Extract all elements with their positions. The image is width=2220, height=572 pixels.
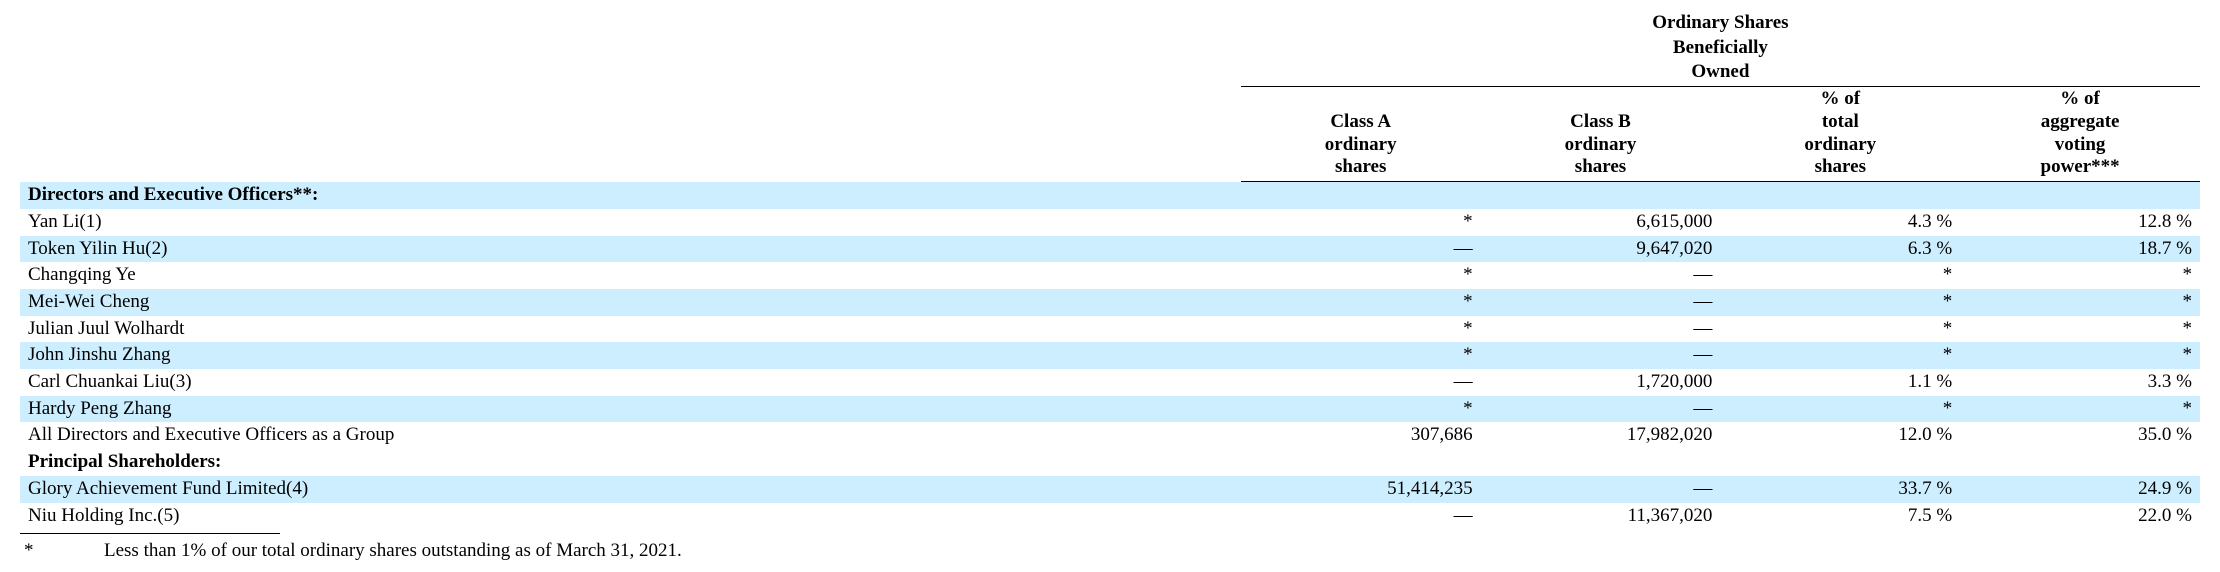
cell-class-b: 6,615,000 <box>1481 209 1721 236</box>
cell-name: Hardy Peng Zhang <box>20 396 1241 423</box>
table-row: Token Yilin Hu(2) — 9,647,020 6.3 % 18.7… <box>20 236 2200 263</box>
col-class-a: Class Aordinaryshares <box>1241 87 1481 182</box>
cell-pct-voting: 18.7 % <box>1960 236 2200 263</box>
cell-pct-total: * <box>1720 316 1960 343</box>
cell-pct-voting: 24.9 % <box>1960 476 2200 503</box>
cell-class-b: 1,720,000 <box>1481 369 1721 396</box>
section-directors: Directors and Executive Officers**: <box>20 182 2200 209</box>
cell-class-a: — <box>1241 369 1481 396</box>
col-pct-total: % oftotalordinaryshares <box>1720 87 1960 182</box>
cell-name: John Jinshu Zhang <box>20 342 1241 369</box>
cell-class-b: 9,647,020 <box>1481 236 1721 263</box>
cell-name: Niu Holding Inc.(5) <box>20 503 1241 530</box>
cell-pct-total: * <box>1720 342 1960 369</box>
cell-name: Yan Li(1) <box>20 209 1241 236</box>
cell-pct-voting: * <box>1960 262 2200 289</box>
cell-pct-voting: 3.3 % <box>1960 369 2200 396</box>
table-row: Carl Chuankai Liu(3) — 1,720,000 1.1 % 3… <box>20 369 2200 396</box>
cell-class-b: 11,367,020 <box>1481 503 1721 530</box>
table-row: Yan Li(1) * 6,615,000 4.3 % 12.8 % <box>20 209 2200 236</box>
cell-name: Mei-Wei Cheng <box>20 289 1241 316</box>
cell-name: All Directors and Executive Officers as … <box>20 422 1241 449</box>
table-row: Hardy Peng Zhang * — * * <box>20 396 2200 423</box>
cell-pct-total: 33.7 % <box>1720 476 1960 503</box>
cell-class-a: * <box>1241 289 1481 316</box>
cell-pct-total: 6.3 % <box>1720 236 1960 263</box>
cell-pct-total: 4.3 % <box>1720 209 1960 236</box>
cell-class-a: * <box>1241 316 1481 343</box>
cell-pct-voting: 12.8 % <box>1960 209 2200 236</box>
col-class-b: Class Bordinaryshares <box>1481 87 1721 182</box>
table-row: Glory Achievement Fund Limited(4) 51,414… <box>20 476 2200 503</box>
spanner-header: Ordinary SharesBeneficiallyOwned <box>1241 10 2200 87</box>
cell-class-a: — <box>1241 503 1481 530</box>
cell-class-b: — <box>1481 342 1721 369</box>
cell-class-a: * <box>1241 342 1481 369</box>
cell-pct-voting: 35.0 % <box>1960 422 2200 449</box>
cell-name: Glory Achievement Fund Limited(4) <box>20 476 1241 503</box>
cell-class-b: — <box>1481 262 1721 289</box>
cell-pct-total: 12.0 % <box>1720 422 1960 449</box>
table-row: Changqing Ye * — * * <box>20 262 2200 289</box>
table-row: Mei-Wei Cheng * — * * <box>20 289 2200 316</box>
table-row: Niu Holding Inc.(5) — 11,367,020 7.5 % 2… <box>20 503 2200 530</box>
cell-pct-total: * <box>1720 262 1960 289</box>
cell-pct-total: 7.5 % <box>1720 503 1960 530</box>
cell-class-b: — <box>1481 289 1721 316</box>
cell-class-b: — <box>1481 316 1721 343</box>
cell-name: Carl Chuankai Liu(3) <box>20 369 1241 396</box>
section-principal: Principal Shareholders: <box>20 449 2200 476</box>
table-row: Julian Juul Wolhardt * — * * <box>20 316 2200 343</box>
cell-pct-voting: * <box>1960 289 2200 316</box>
cell-class-b: — <box>1481 396 1721 423</box>
col-pct-voting: % ofaggregatevotingpower*** <box>1960 87 2200 182</box>
cell-pct-voting: * <box>1960 396 2200 423</box>
table-row: All Directors and Executive Officers as … <box>20 422 2200 449</box>
footnote: * Less than 1% of our total ordinary sha… <box>20 540 2200 562</box>
footnote-text: Less than 1% of our total ordinary share… <box>104 540 682 562</box>
cell-pct-total: * <box>1720 289 1960 316</box>
cell-class-a: 307,686 <box>1241 422 1481 449</box>
cell-class-a: — <box>1241 236 1481 263</box>
cell-pct-total: * <box>1720 396 1960 423</box>
cell-pct-voting: * <box>1960 342 2200 369</box>
cell-class-a: * <box>1241 262 1481 289</box>
cell-class-a: * <box>1241 209 1481 236</box>
cell-name: Token Yilin Hu(2) <box>20 236 1241 263</box>
cell-class-b: — <box>1481 476 1721 503</box>
cell-name: Changqing Ye <box>20 262 1241 289</box>
cell-class-b: 17,982,020 <box>1481 422 1721 449</box>
footnote-mark: * <box>24 540 44 562</box>
cell-pct-voting: 22.0 % <box>1960 503 2200 530</box>
cell-class-a: 51,414,235 <box>1241 476 1481 503</box>
footnote-separator <box>20 533 280 534</box>
cell-class-a: * <box>1241 396 1481 423</box>
ownership-table: Ordinary SharesBeneficiallyOwned Class A… <box>20 10 2200 529</box>
table-row: John Jinshu Zhang * — * * <box>20 342 2200 369</box>
cell-pct-voting: * <box>1960 316 2200 343</box>
cell-name: Julian Juul Wolhardt <box>20 316 1241 343</box>
cell-pct-total: 1.1 % <box>1720 369 1960 396</box>
